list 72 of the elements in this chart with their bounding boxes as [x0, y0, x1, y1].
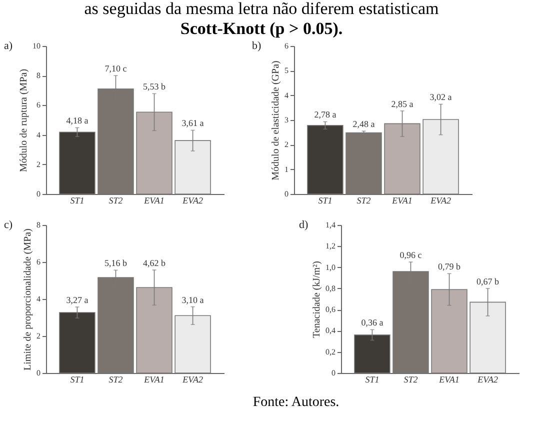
y-axis-title: Tenacidade (kJ/m²)	[312, 261, 322, 338]
bar	[307, 125, 344, 194]
x-tick-label: EVA1	[391, 196, 412, 206]
y-axis-title: Módulo de ruptura (MPa)	[18, 68, 30, 172]
y-axis-title: Limite de proporcionalidade (MPa)	[22, 228, 34, 370]
x-tick-label: EVA2	[476, 374, 498, 384]
data-label: 5,53 b	[143, 82, 166, 92]
x-tick-label: ST2	[404, 374, 418, 384]
y-tick-label: 2	[36, 160, 40, 169]
y-tick-label: 1	[284, 164, 288, 174]
x-tick-label: EVA1	[143, 374, 164, 384]
data-label: 0,96 c	[400, 250, 422, 260]
y-tick-label: 8	[36, 220, 40, 230]
data-label: 2,78 a	[314, 110, 336, 120]
data-label: 3,02 a	[430, 92, 452, 102]
y-tick-label: 6	[284, 42, 288, 50]
data-label: 0,67 b	[476, 276, 500, 286]
y-tick-label: 8	[36, 71, 40, 80]
y-tick-label: 1,4	[326, 220, 336, 230]
data-label: 3,61 a	[182, 118, 204, 128]
x-tick-label: EVA2	[182, 196, 204, 206]
data-label: 3,10 a	[182, 294, 204, 305]
y-axis-title: Módulo de elasticidade (GPa)	[270, 60, 282, 180]
y-tick-label: 4	[36, 130, 40, 140]
y-tick-label: 2	[36, 332, 40, 340]
data-label: 4,62 b	[143, 258, 166, 268]
data-label: 3,27 a	[66, 294, 88, 305]
x-tick-label: ST1	[318, 196, 332, 206]
x-tick-label: ST1	[70, 374, 84, 384]
y-tick-label: 1,0	[326, 262, 336, 272]
text: as seguidas da mesma letra não diferem estatisticam	[84, 0, 439, 18]
data-label: 2,48 a	[352, 119, 375, 130]
y-tick-label: 6	[36, 258, 40, 266]
text: a)	[4, 40, 13, 52]
y-tick-label: 0,4	[326, 326, 336, 336]
y-tick-label: 5	[284, 66, 288, 76]
y-tick-label: 0	[36, 368, 40, 378]
y-tick-label: 4	[284, 90, 288, 100]
x-tick-label: ST2	[356, 196, 372, 206]
bar	[346, 132, 382, 194]
bar	[59, 132, 96, 194]
text: b)	[252, 40, 262, 52]
y-tick-label: 0	[284, 190, 288, 198]
data-label: 2,85 a	[391, 98, 414, 109]
data-label: 5,16 b	[104, 258, 128, 268]
x-tick-label: ST2	[108, 196, 124, 206]
x-tick-label: EVA1	[143, 196, 164, 206]
y-tick-label: 4	[36, 294, 40, 304]
x-tick-label: ST1	[365, 374, 380, 384]
text: c)	[4, 219, 13, 231]
y-tick-label: 1,2	[326, 242, 336, 251]
text: Scott-Knott (p > 0.05).	[180, 19, 343, 38]
source-note: Fonte: Autores.	[252, 395, 340, 410]
y-tick-label: 0	[332, 368, 336, 378]
x-tick-label: EVA1	[438, 374, 460, 384]
data-label: 0,36 a	[361, 318, 384, 328]
y-tick-label: 0,2	[326, 347, 336, 356]
x-tick-label: ST2	[108, 374, 124, 384]
y-tick-label: 2	[284, 140, 288, 150]
y-tick-label: 6	[36, 100, 40, 110]
y-tick-label: 0	[36, 190, 40, 198]
x-tick-label: EVA2	[182, 374, 204, 384]
y-tick-label: 0,6	[326, 305, 336, 314]
data-label: 7,10 c	[104, 64, 127, 74]
data-label: 4,18 a	[66, 116, 88, 126]
x-tick-label: ST1	[70, 196, 84, 206]
y-tick-label: 3	[284, 116, 288, 124]
y-tick-label: 10	[32, 42, 40, 50]
y-tick-label: 0,8	[326, 284, 336, 293]
text: d)	[299, 219, 308, 231]
data-label: 0,79 b	[438, 262, 462, 272]
x-tick-label: EVA2	[430, 196, 452, 206]
